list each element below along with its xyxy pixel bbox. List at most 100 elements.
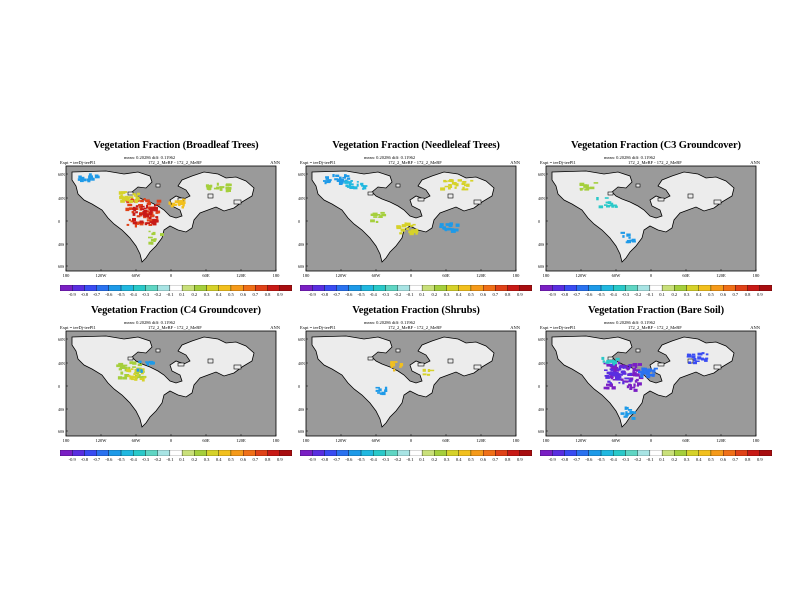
colorbar-tick-label: 0.9 xyxy=(516,292,523,297)
colorbar-tick-label: -0.6 xyxy=(585,292,593,297)
colorbar xyxy=(300,450,532,456)
x-tick-label: 60E xyxy=(442,438,450,443)
y-tick-label: 40N xyxy=(58,361,65,366)
colorbar-swatch xyxy=(145,450,158,456)
colorbar-swatch xyxy=(446,450,459,456)
colorbar-swatch xyxy=(243,450,256,456)
colorbar-tick-label: -0.1 xyxy=(166,457,174,462)
x-tick-label: 180 xyxy=(512,438,520,443)
panel-runinfo: 172_2_MeBF - 172_2_MeBF xyxy=(628,160,682,165)
x-tick-label: 60W xyxy=(611,438,621,443)
colorbar-swatch xyxy=(759,450,772,456)
colorbar-tick-label: 0.8 xyxy=(264,292,271,297)
colorbar-swatch xyxy=(698,450,712,456)
colorbar-tick-label: -0.7 xyxy=(333,292,341,297)
colorbar-swatch xyxy=(625,450,638,456)
map-panel: Vegetation Fraction (C3 Groundcover) mean… xyxy=(538,140,780,310)
panel-runinfo: 172_2_MeBF - 172_2_MeBF xyxy=(628,325,682,330)
colorbar-swatch xyxy=(72,450,85,456)
y-tick-label: 60N xyxy=(538,337,545,342)
colorbar-tick-label: 0.9 xyxy=(276,457,283,462)
colorbar-tick-label: -0.6 xyxy=(345,292,353,297)
colorbar-swatch xyxy=(540,285,553,291)
colorbar-swatch xyxy=(206,285,219,291)
colorbar-tick-label: -0.4 xyxy=(129,292,137,297)
colorbar-swatch xyxy=(157,285,171,291)
colorbar-tick-label: 0.1 xyxy=(419,292,425,297)
island xyxy=(367,191,374,196)
y-tick-label: 60N xyxy=(58,172,65,177)
x-tick-label: 120E xyxy=(716,273,726,278)
colorbar-swatch xyxy=(649,285,663,291)
colorbar-tick-label: 0.9 xyxy=(516,457,523,462)
colorbar-swatch xyxy=(120,450,134,456)
island xyxy=(713,364,722,370)
y-tick-label: 40S xyxy=(298,242,305,247)
colorbar-swatch xyxy=(84,285,97,291)
island xyxy=(177,362,185,367)
colorbar-tick-label: 0.7 xyxy=(252,292,259,297)
x-tick-label: 60W xyxy=(371,273,381,278)
colorbar-swatch xyxy=(552,285,565,291)
anomaly-field xyxy=(375,361,435,396)
colorbar-tick-label: 0.1 xyxy=(419,457,425,462)
y-tick-label: 40S xyxy=(538,407,545,412)
colorbar-tick-label: -0.8 xyxy=(320,292,328,297)
colorbar-tick-label: 0.4 xyxy=(455,292,462,297)
colorbar-tick-label: -0.4 xyxy=(129,457,137,462)
x-tick-label: 120E xyxy=(476,438,486,443)
colorbar-swatch xyxy=(600,285,614,291)
panel-stats: mean: 0.20286 diff: 0.11962 xyxy=(364,155,416,160)
colorbar-tick-label: 0.2 xyxy=(671,292,678,297)
island xyxy=(635,348,641,353)
colorbar-tick-label: -0.9 xyxy=(308,292,316,297)
colorbar-swatch xyxy=(649,450,663,456)
colorbar-swatch xyxy=(206,450,219,456)
y-tick-label: 40N xyxy=(538,196,545,201)
x-tick-label: 180 xyxy=(302,438,310,443)
colorbar-tick-label: -0.8 xyxy=(560,457,568,462)
colorbar-tick-label: 0.2 xyxy=(671,457,678,462)
x-tick-label: 180 xyxy=(752,273,760,278)
colorbar-tick-label: 0.4 xyxy=(215,457,222,462)
colorbar-tick-label: 0.3 xyxy=(203,457,210,462)
colorbar-swatch xyxy=(230,450,244,456)
anomaly-field xyxy=(116,360,155,382)
x-tick-label: 120E xyxy=(236,438,246,443)
colorbar-tick-label: 0.6 xyxy=(480,292,486,297)
island xyxy=(713,199,722,205)
island xyxy=(155,348,161,353)
map-plot xyxy=(545,330,757,437)
colorbar-tick-label: 0.6 xyxy=(480,457,486,462)
x-tick-label: 120W xyxy=(575,273,587,278)
x-tick-label: 180 xyxy=(62,438,70,443)
island xyxy=(657,197,665,202)
colorbar xyxy=(540,285,772,291)
colorbar-tick-label: 0.6 xyxy=(720,292,726,297)
colorbar-swatch xyxy=(194,450,207,456)
x-tick-label: 0 xyxy=(649,438,653,443)
colorbar-swatch xyxy=(421,285,435,291)
colorbar-swatch xyxy=(661,450,675,456)
y-tick-label: 60S xyxy=(298,264,305,269)
panel-season: ANN xyxy=(750,325,760,330)
colorbar-swatch xyxy=(397,450,411,456)
anomaly-field xyxy=(579,182,636,244)
panel-title: Vegetation Fraction (Shrubs) xyxy=(352,305,480,316)
colorbar-tick-label: 0.7 xyxy=(492,292,499,297)
y-tick-label: 40S xyxy=(58,407,65,412)
colorbar-tick-label: -0.2 xyxy=(634,457,642,462)
panel-stats: mean: 0.20286 diff: 0.11962 xyxy=(604,320,656,325)
colorbar-tick-label: -0.7 xyxy=(333,457,341,462)
island xyxy=(473,199,482,205)
island xyxy=(657,362,665,367)
map-plot xyxy=(305,330,517,437)
y-tick-label: 60N xyxy=(298,337,305,342)
x-tick-label: 120W xyxy=(95,438,107,443)
y-tick-label: 0 xyxy=(58,384,60,389)
colorbar-swatch xyxy=(637,285,651,291)
panel-title: Vegetation Fraction (C3 Groundcover) xyxy=(571,140,741,151)
colorbar-swatch xyxy=(96,285,109,291)
colorbar-tick-label: 0.5 xyxy=(708,457,714,462)
colorbar-swatch xyxy=(324,450,337,456)
